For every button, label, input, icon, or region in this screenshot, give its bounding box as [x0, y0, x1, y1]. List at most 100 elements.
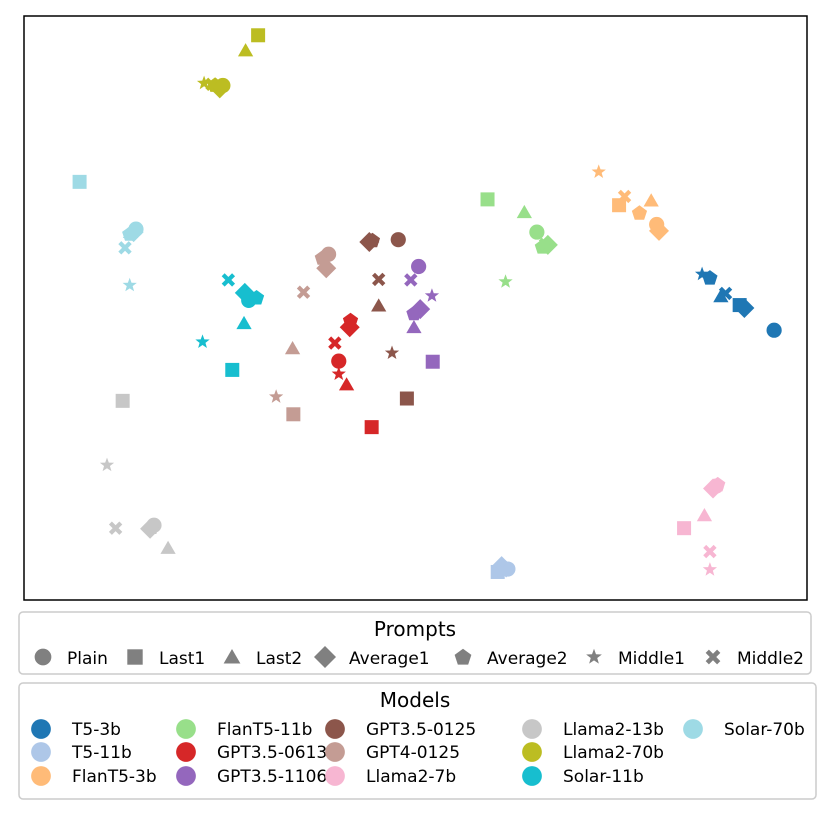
point-t5-3b-average1 — [734, 298, 755, 318]
point-flant5-3b-last2 — [643, 193, 659, 207]
prompts-legend-label-last1: Last1 — [159, 649, 205, 669]
point-gpt3-5-1106-middle2 — [404, 273, 418, 287]
point-llama2-13b-middle2 — [108, 521, 123, 535]
point-gpt3-5-1106-middle1 — [424, 288, 440, 302]
point-solar-70b-middle2 — [118, 241, 132, 255]
point-gpt3-5-0125-last1 — [399, 391, 414, 406]
models-legend-marker-gpt4-0125 — [325, 742, 345, 762]
prompts-legend-label-middle2: Middle2 — [737, 649, 804, 669]
prompts-legend-label-last2: Last2 — [256, 649, 302, 669]
models-legend-label-solar-11b: Solar-11b — [563, 767, 644, 787]
series-gpt3-5-0125 — [359, 232, 414, 406]
point-gpt4-0125-average2 — [314, 250, 330, 265]
point-gpt4-0125-middle1 — [268, 389, 284, 403]
prompts-legend-frame — [18, 611, 812, 675]
point-gpt3-5-0125-average2 — [364, 232, 381, 248]
models-legend-label-gpt3-5-1106: GPT3.5-1106 — [217, 767, 327, 787]
point-solar-11b-average2 — [248, 289, 265, 305]
point-solar-11b-middle2 — [221, 273, 236, 287]
point-flant5-3b-last1 — [612, 198, 627, 213]
point-gpt3-5-1106-last2 — [406, 319, 422, 334]
point-llama2-13b-middle1 — [99, 457, 115, 472]
point-flant5-11b-last2 — [516, 204, 532, 219]
models-legend-label-gpt3-5-0125: GPT3.5-0125 — [366, 720, 476, 740]
models-legend-marker-llama2-7b — [325, 766, 345, 786]
series-gpt3-5-1106 — [404, 258, 440, 369]
point-flant5-3b-average1 — [649, 220, 670, 241]
point-gpt3-5-0125-last2 — [371, 298, 387, 312]
models-legend-label-flant5-11b: FlanT5-11b — [217, 720, 312, 740]
point-llama2-70b-middle1 — [196, 75, 212, 90]
point-gpt4-0125-middle2 — [296, 285, 311, 299]
prompts-legend-marker-middle1 — [586, 648, 602, 664]
point-gpt3-5-0613-plain — [331, 353, 347, 369]
point-llama2-70b-middle2 — [205, 77, 219, 92]
point-t5-3b-middle2 — [718, 286, 733, 301]
point-llama2-70b-last1 — [251, 28, 266, 43]
point-gpt3-5-1106-plain — [411, 258, 427, 275]
series-flant5-3b — [591, 164, 670, 241]
point-llama2-7b-last1 — [677, 521, 692, 536]
point-flant5-3b-middle2 — [617, 189, 632, 204]
series-gpt3-5-0613 — [328, 312, 379, 435]
point-llama2-7b-middle2 — [703, 544, 717, 559]
point-gpt4-0125-last1 — [286, 407, 301, 422]
models-legend-label-flant5-3b: FlanT5-3b — [72, 767, 157, 787]
point-llama2-7b-last2 — [696, 508, 713, 522]
point-gpt3-5-0613-last1 — [364, 420, 379, 435]
point-gpt3-5-0613-middle1 — [331, 366, 346, 381]
prompts-legend-marker-plain — [34, 648, 52, 666]
point-flant5-3b-average2 — [631, 205, 648, 220]
prompts-legend-marker-average2 — [454, 648, 472, 665]
point-flant5-11b-middle1 — [498, 274, 513, 288]
point-gpt3-5-1106-last1 — [425, 354, 440, 369]
series-solar-70b — [72, 174, 144, 292]
point-llama2-13b-last2 — [160, 540, 176, 554]
models-legend-label-llama2-7b: Llama2-7b — [366, 767, 456, 787]
models-legend-label-gpt4-0125: GPT4-0125 — [366, 743, 460, 763]
point-solar-70b-middle1 — [122, 277, 137, 292]
prompts-legend: Plain Last1 Last2 Average1 Average2 Middle1 Mi… — [34, 646, 804, 669]
prompts-legend-label-average2: Average2 — [487, 649, 568, 669]
point-solar-11b-last2 — [236, 315, 252, 330]
point-t5-3b-plain — [766, 322, 782, 338]
series-t5-11b — [490, 556, 516, 579]
prompts-legend-label-average1: Average1 — [349, 649, 430, 669]
point-solar-11b-middle1 — [195, 334, 210, 348]
series-gpt4-0125 — [268, 246, 337, 422]
prompts-legend-marker-middle2 — [705, 649, 721, 665]
point-solar-70b-last1 — [72, 174, 87, 189]
point-gpt3-5-0613-average2 — [342, 312, 359, 328]
point-solar-70b-average2 — [122, 226, 138, 241]
models-legend: T5-3b T5-11b FlanT5-3b FlanT5-11b GPT3.5-061… — [31, 719, 805, 787]
prompts-legend-marker-last2 — [223, 648, 241, 664]
models-legend-marker-llama2-70b — [522, 742, 542, 762]
models-legend-marker-solar-11b — [522, 766, 542, 786]
prompts-legend-label-middle1: Middle1 — [618, 649, 685, 669]
point-t5-11b-middle2 — [495, 564, 510, 578]
series-llama2-70b — [196, 28, 266, 99]
point-llama2-7b-average2 — [710, 476, 726, 492]
models-legend-marker-flant5-3b — [31, 766, 51, 786]
point-llama2-70b-last2 — [237, 43, 254, 57]
point-flant5-3b-middle1 — [591, 164, 606, 178]
models-legend-marker-flant5-11b — [176, 719, 196, 739]
models-legend-frame — [18, 682, 817, 800]
prompts-legend-label-plain: Plain — [67, 649, 108, 669]
models-legend-label-solar-70b: Solar-70b — [724, 720, 805, 740]
point-gpt3-5-0613-middle2 — [328, 336, 342, 350]
point-gpt3-5-0125-plain — [390, 232, 406, 248]
point-flant5-11b-middle2 — [538, 237, 553, 252]
models-legend-marker-gpt3-5-0125 — [325, 719, 345, 739]
prompts-legend-title: Prompts — [374, 617, 456, 641]
models-legend-marker-t5-3b — [31, 719, 51, 739]
models-legend-label-llama2-70b: Llama2-70b — [563, 743, 664, 763]
data-points — [72, 28, 782, 579]
point-t5-3b-middle1 — [694, 266, 710, 281]
models-legend-marker-gpt3-5-0613 — [176, 742, 196, 762]
point-llama2-7b-middle1 — [702, 562, 718, 576]
series-llama2-13b — [99, 393, 176, 554]
point-solar-11b-last1 — [225, 362, 240, 377]
models-legend-label-t5-11b: T5-11b — [71, 743, 132, 763]
